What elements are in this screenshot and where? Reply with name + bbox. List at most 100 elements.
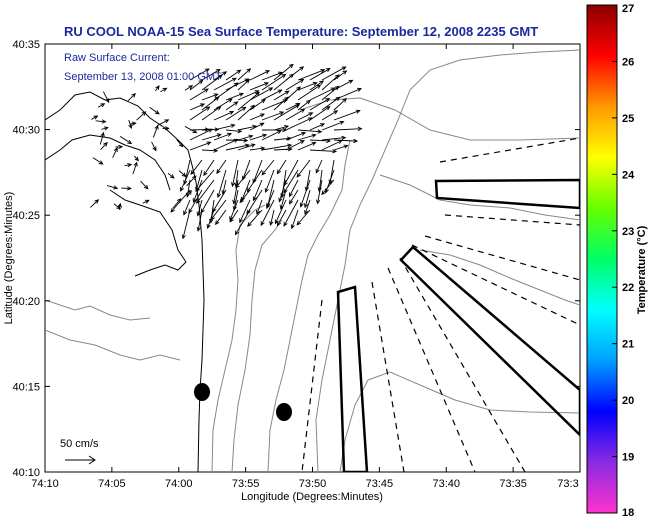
current-vector — [189, 88, 209, 101]
current-vector — [151, 141, 157, 152]
current-vector — [189, 106, 211, 121]
current-vector — [186, 189, 192, 198]
current-vector — [213, 71, 228, 81]
current-vector — [297, 81, 318, 91]
transect-lines — [301, 137, 580, 472]
current-vector — [189, 79, 204, 91]
current-vector — [190, 159, 203, 175]
zone-south — [336, 285, 369, 472]
current-vector — [289, 179, 299, 198]
current-vector — [333, 97, 347, 111]
current-vector — [321, 135, 347, 141]
current-vector — [160, 87, 168, 93]
map-layer: Raw Surface Current: September 13, 2008 … — [45, 49, 580, 472]
current-vector — [239, 189, 251, 204]
current-vector — [136, 111, 147, 121]
x-tick-label: 73:55 — [232, 478, 260, 490]
current-vector — [285, 108, 306, 121]
current-vector — [285, 140, 305, 151]
current-vector — [333, 109, 361, 121]
zone-southeast — [399, 245, 580, 437]
current-vector — [304, 199, 311, 215]
current-vector — [213, 138, 239, 151]
current-vector — [261, 71, 283, 81]
current-vector — [309, 106, 331, 121]
current-vector — [235, 169, 251, 189]
current-vector — [189, 68, 210, 81]
colorbar-tick-label: 23 — [622, 226, 634, 238]
current-vector — [225, 138, 249, 143]
current-vector — [225, 106, 247, 121]
y-tick-label: 40:30 — [12, 125, 40, 137]
current-vector — [237, 78, 251, 91]
current-vector — [196, 179, 215, 204]
current-vector — [333, 126, 363, 131]
current-vector — [178, 170, 187, 178]
colorbar-ticks: 27 26 25 24 23 22 21 20 19 18 — [612, 3, 635, 518]
current-vector — [297, 84, 322, 101]
y-axis: 40:35 40:30 40:25 40:20 40:15 40:10 — [12, 39, 580, 479]
current-vector — [237, 68, 252, 81]
current-vector — [297, 133, 317, 141]
current-vector — [115, 144, 124, 149]
current-vector — [180, 169, 191, 192]
coastline-bay — [45, 134, 171, 191]
current-vector — [261, 89, 283, 101]
current-vector — [225, 69, 242, 81]
colorbar-tick-label: 27 — [622, 3, 634, 15]
current-vector — [264, 169, 275, 193]
current-vector — [215, 209, 227, 226]
current-vector — [213, 110, 235, 121]
current-vector — [229, 209, 239, 223]
colorbar-tick-label: 18 — [622, 507, 634, 518]
current-vector — [213, 77, 237, 91]
current-vector — [176, 139, 184, 148]
current-vector — [316, 179, 323, 205]
current-vector — [333, 79, 354, 91]
current-vector — [237, 143, 256, 151]
current-vector — [283, 159, 299, 187]
current-vector — [273, 124, 290, 131]
current-vector — [296, 159, 311, 178]
current-vector — [90, 199, 100, 208]
current-vector — [231, 159, 239, 188]
current-vector — [91, 115, 99, 120]
current-vector — [261, 130, 282, 141]
current-vector — [249, 87, 274, 101]
current-vector — [201, 69, 221, 81]
x-axis-label: Longitude (Degrees:Minutes) — [241, 491, 383, 503]
current-vector — [92, 157, 104, 165]
current-vector — [140, 180, 149, 190]
colorbar-tick-label: 25 — [622, 113, 634, 125]
colorbar-tick-label: 26 — [622, 56, 634, 68]
coastline — [45, 91, 205, 472]
current-vector — [309, 80, 325, 91]
current-vector — [189, 103, 206, 111]
current-vector — [260, 199, 275, 227]
current-vector — [225, 92, 245, 101]
current-vector — [232, 179, 239, 205]
colorbar-tick-label: 22 — [622, 282, 634, 294]
current-vector — [296, 209, 311, 226]
current-vector — [333, 144, 349, 151]
current-vector — [237, 134, 254, 141]
current-vector — [225, 101, 239, 111]
current-vector — [269, 209, 275, 226]
current-vector — [321, 110, 339, 121]
annotation-line-1: Raw Surface Current: — [64, 52, 170, 64]
current-vector — [132, 161, 138, 175]
current-vector — [112, 147, 118, 159]
colorbar-tick-label: 20 — [622, 395, 634, 407]
current-vector — [283, 169, 299, 194]
plot-area — [44, 43, 581, 473]
current-vector — [276, 209, 287, 227]
current-vector — [184, 85, 194, 91]
current-vector — [216, 159, 227, 175]
current-vector — [249, 133, 268, 141]
current-vector — [321, 120, 345, 131]
current-vector — [225, 78, 250, 91]
current-vector — [201, 93, 219, 101]
current-vector — [297, 129, 323, 134]
x-tick-label: 74:00 — [165, 478, 193, 490]
